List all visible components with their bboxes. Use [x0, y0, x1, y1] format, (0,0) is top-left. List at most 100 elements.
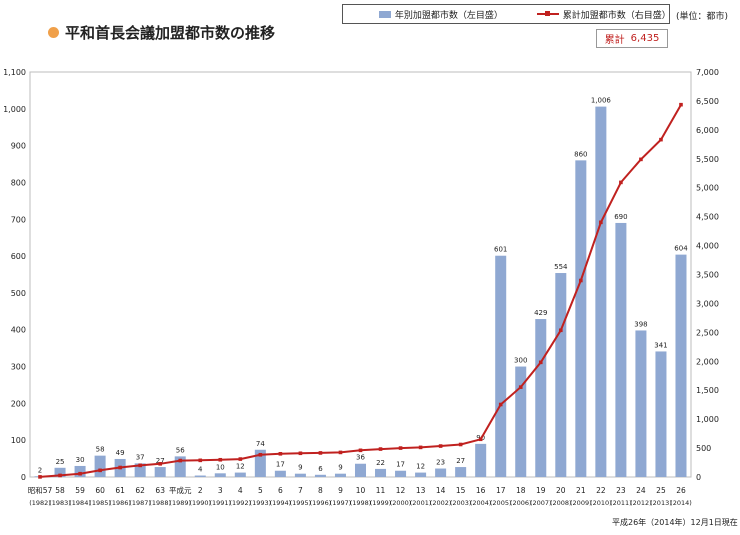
x-tick-label: 60 [95, 486, 105, 495]
y-right-tick-label: 5,000 [696, 184, 719, 193]
bar [354, 463, 367, 477]
bar [254, 449, 266, 477]
bar [194, 475, 206, 477]
bar [214, 473, 226, 477]
bar-value-label: 398 [634, 320, 647, 328]
bar [334, 473, 346, 477]
bar [535, 319, 547, 477]
y-right-tick-label: 7,000 [696, 68, 719, 77]
x-tick-label: 59 [75, 486, 85, 495]
x-year-label: (1994) [270, 499, 292, 507]
bar [495, 255, 507, 477]
x-tick-label: 13 [416, 486, 426, 495]
line-point [58, 473, 62, 478]
bar [54, 467, 66, 477]
bar-value-label: 554 [554, 263, 568, 271]
line-point [198, 458, 203, 463]
y-left-tick-label: 500 [11, 289, 26, 298]
y-right-tick-label: 5,500 [696, 155, 719, 164]
bar [395, 470, 407, 477]
line-point [158, 462, 162, 466]
x-tick-label: 58 [55, 486, 65, 495]
legend-bars-label: 年別加盟都市数（左目盛） [394, 10, 503, 21]
x-year-label: (1984) [69, 499, 91, 507]
x-year-label: (2007) [530, 499, 552, 507]
bar [375, 468, 387, 477]
unit-label: (単位：都市) [676, 12, 729, 22]
bar-value-label: 25 [56, 458, 65, 466]
x-year-label: (1988) [149, 499, 171, 507]
bar [675, 254, 687, 477]
bar [475, 443, 487, 477]
x-year-label: (1991) [209, 499, 231, 507]
x-year-label: (1992) [230, 499, 252, 507]
x-year-label: (2002) [430, 499, 452, 507]
x-tick-label: 63 [155, 486, 165, 495]
y-left-tick-label: 100 [11, 436, 26, 445]
x-tick-label: 3 [218, 486, 223, 495]
line-point [418, 445, 423, 450]
x-tick-label: 4 [238, 486, 243, 495]
line-point [178, 458, 183, 463]
line-point [138, 463, 142, 468]
bar-value-label: 30 [76, 456, 85, 464]
x-tick-label: 昭和57 [28, 486, 53, 495]
line-point [579, 278, 583, 283]
x-tick-label: 25 [656, 486, 666, 495]
footnote: 平成26年（2014年）12月1日現在 [612, 518, 738, 527]
x-year-label: (1999) [370, 499, 392, 507]
x-year-label: (2011) [610, 499, 632, 507]
x-tick-label: 23 [616, 486, 626, 495]
x-year-label: (1985) [89, 499, 111, 507]
y-left-tick-label: 900 [11, 142, 26, 151]
y-left-tick-label: 1,000 [3, 105, 26, 114]
legend-line-label: 累計加盟都市数（右目盛） [562, 10, 671, 21]
line-point [238, 457, 243, 461]
bar-value-label: 27 [156, 457, 165, 465]
line-point [438, 444, 443, 448]
line-point [518, 385, 523, 389]
line-point [98, 468, 102, 473]
bar-value-label: 56 [176, 446, 185, 454]
line-point [679, 102, 683, 107]
total-value: 6,435 [630, 33, 660, 44]
line-point [298, 451, 303, 456]
bar [134, 463, 146, 477]
bar-value-label: 2 [38, 466, 42, 474]
bar [234, 472, 246, 477]
line-point [458, 442, 463, 447]
line-point [38, 475, 42, 479]
y-right-tick-label: 3,500 [696, 271, 719, 280]
bar-value-label: 9 [338, 464, 342, 472]
legend: 年別加盟都市数（左目盛） 累計加盟都市数（右目盛） [342, 4, 671, 24]
bar [575, 160, 587, 477]
y-left-tick-label: 600 [11, 252, 26, 261]
legend-line-swatch [537, 11, 559, 16]
bar [615, 222, 627, 477]
line-point [278, 451, 283, 456]
bar-value-label: 341 [654, 341, 667, 349]
x-tick-label: 24 [636, 486, 646, 495]
y-left-tick-label: 1,100 [3, 68, 26, 77]
y-right-tick-label: 6,000 [696, 126, 719, 135]
x-year-label: (1996) [310, 499, 332, 507]
bar-value-label: 4 [198, 466, 203, 474]
bar-value-label: 58 [96, 446, 105, 454]
x-year-label: (1983) [49, 499, 71, 507]
x-year-label: (1982) [29, 499, 51, 507]
legend-item-bars: 年別加盟都市数（左目盛） [379, 8, 503, 21]
line-point [659, 137, 663, 142]
bar-value-label: 860 [574, 150, 587, 158]
bar [435, 468, 447, 477]
legend-bar-swatch [379, 10, 391, 18]
y-right-tick-label: 6,500 [696, 97, 719, 106]
bar-value-label: 690 [614, 213, 627, 221]
bar-value-label: 36 [356, 454, 365, 462]
bar [294, 473, 306, 477]
line-point [358, 448, 363, 453]
bar-value-label: 10 [216, 463, 225, 471]
x-year-label: (2001) [410, 499, 432, 507]
bar [314, 474, 326, 477]
y-left-tick-label: 300 [11, 363, 26, 372]
x-tick-label: 平成元 [169, 485, 192, 495]
